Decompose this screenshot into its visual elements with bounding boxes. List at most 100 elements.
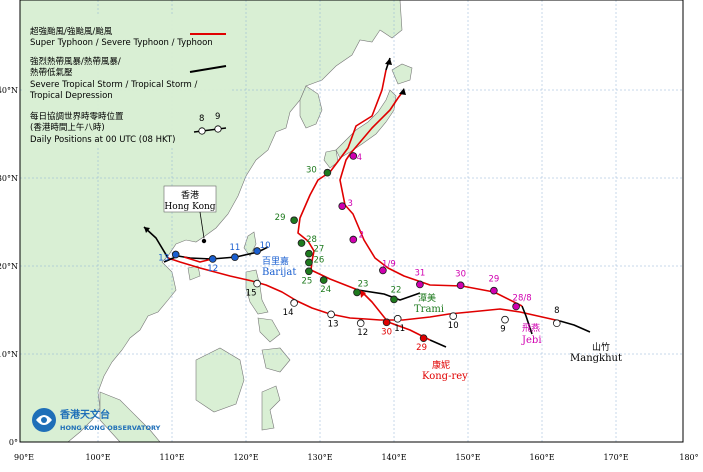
kongrey-zh: 康妮	[432, 359, 450, 371]
day-label: 13	[328, 319, 339, 329]
legend-storm-zh: 強烈熱帶風暴/熱帶風暴/	[30, 56, 121, 67]
day-marker-swirl	[490, 286, 498, 291]
day-marker-swirl	[253, 247, 261, 252]
legend-typhoon-zh: 超強颱風/強颱風/颱風	[30, 26, 113, 37]
legend-daily-zh2: (香港時間上午八時)	[30, 122, 105, 133]
y-tick-label: 10°N	[0, 350, 18, 359]
day-label: 3	[347, 199, 352, 209]
mangkhut-en: Mangkhut	[570, 353, 622, 364]
storm-name-labels: 山竹 Mangkhut 百里嘉 Barijat 潭美 Trami 飛燕 Jebi…	[262, 255, 622, 382]
day-label: 30	[381, 327, 392, 337]
track-mangkhut-ts2	[143, 226, 169, 259]
hongkong-label: 香港 Hong Kong	[163, 185, 217, 244]
mangkhut-zh: 山竹	[592, 341, 610, 353]
legend-daily-zh: 每日協調世界時零時位置	[30, 111, 124, 122]
day-label: 10	[448, 321, 459, 331]
day-label: 15	[246, 289, 257, 299]
day-label: 12	[207, 264, 218, 274]
legend-storm-en: Severe Tropical Storm / Tropical Storm /	[30, 80, 198, 90]
x-tick-label: 90°E	[14, 453, 34, 462]
day-label: 27	[313, 245, 324, 255]
day-label: 12	[357, 328, 368, 338]
day-label: 29	[416, 343, 427, 353]
track-trami-ty	[297, 69, 387, 291]
legend-storm-line	[189, 65, 227, 73]
hongkong-en: Hong Kong	[164, 202, 215, 212]
legend-storm-en2: Tropical Depression	[29, 91, 113, 101]
day-label: 14	[283, 308, 294, 318]
day-marker-swirl	[349, 235, 358, 240]
y-axis: 0° 10°N 20°N 30°N 40°N	[0, 86, 18, 447]
x-tick-label: 150°E	[455, 453, 480, 462]
day-label: 30	[455, 269, 466, 279]
arrow-mangkhut	[144, 227, 150, 233]
track-kongrey-ts	[429, 339, 447, 348]
day-marker-swirl	[305, 249, 313, 254]
day-marker-swirl	[553, 319, 561, 324]
map-frame	[19, 0, 684, 443]
x-tick-label: 110°E	[159, 453, 184, 462]
jebi-en: Jebi	[521, 335, 542, 346]
day-marker-swirl	[512, 302, 520, 307]
day-marker-swirl	[379, 266, 387, 271]
legend-daily-dot-left	[198, 127, 206, 135]
day-label: 8	[554, 306, 559, 316]
day-marker-swirl	[353, 288, 361, 293]
track-arrows	[144, 58, 406, 298]
hongkong-zh: 香港	[181, 189, 199, 201]
day-label: 25	[301, 276, 312, 286]
day-marker-swirl	[327, 310, 335, 315]
day-label: 24	[320, 285, 331, 295]
day-marker-swirl	[356, 319, 365, 324]
day-marker-swirl	[393, 315, 402, 319]
day-marker-swirl	[390, 295, 398, 300]
arrow-trami	[385, 58, 392, 65]
x-tick-label: 120°E	[233, 453, 258, 462]
y-tick-label: 30°N	[0, 174, 18, 183]
track-barijat-ty	[183, 256, 213, 263]
day-marker-swirl	[416, 280, 424, 285]
track-jebi-ts	[521, 305, 533, 335]
observatory-en: HONG KONG OBSERVATORY	[60, 424, 161, 432]
day-marker-swirl	[253, 279, 261, 284]
day-label: 9	[500, 325, 505, 335]
x-tick-label: 140°E	[381, 453, 406, 462]
y-tick-label: 40°N	[0, 86, 18, 95]
x-tick-label: 100°E	[85, 453, 110, 462]
day-label: 11	[229, 243, 240, 253]
hongkong-marker	[201, 238, 207, 244]
day-label: 23	[358, 279, 369, 289]
day-label: 10	[260, 241, 271, 251]
day-label: 31	[414, 268, 425, 278]
arrow-jebi	[399, 88, 406, 95]
day-label: 26	[313, 255, 324, 265]
track-mangkhut-ts	[559, 320, 591, 333]
jebi-zh: 飛燕	[522, 322, 540, 334]
day-marker-swirl	[501, 315, 509, 320]
day-marker-swirl	[319, 276, 328, 281]
legend: 超強颱風/強颱風/颱風 Super Typhoon / Severe Typho…	[24, 14, 232, 146]
x-tick-label: 160°E	[529, 453, 554, 462]
day-marker-swirl	[290, 216, 298, 221]
day-marker-swirl	[419, 334, 428, 339]
legend-sample-left: 8	[199, 114, 204, 124]
day-label: 22	[391, 285, 402, 295]
x-tick-label: 180°	[679, 453, 698, 462]
y-tick-label: 0°	[9, 438, 18, 447]
arrow-kongrey	[360, 290, 366, 298]
day-position-markers: 8910111213141510111213222324252627282930…	[158, 152, 561, 353]
y-tick-label: 20°N	[0, 262, 18, 271]
day-label: 28	[306, 235, 317, 245]
day-marker-swirl	[456, 281, 465, 286]
legend-daily-en: Daily Positions at 00 UTC (08 HKT)	[30, 135, 175, 145]
graticule	[20, 0, 683, 442]
x-axis: 90°E 100°E 110°E 120°E 130°E 140°E 150°E…	[14, 453, 699, 462]
x-tick-label: 130°E	[307, 453, 332, 462]
x-tick-label: 170°E	[603, 453, 628, 462]
track-jebi-ty	[339, 89, 523, 307]
kongrey-en: Kong-rey	[422, 371, 468, 382]
barijat-en: Barijat	[262, 267, 296, 278]
observatory-zh: 香港天文台	[60, 408, 110, 421]
day-label: 29	[275, 213, 286, 223]
